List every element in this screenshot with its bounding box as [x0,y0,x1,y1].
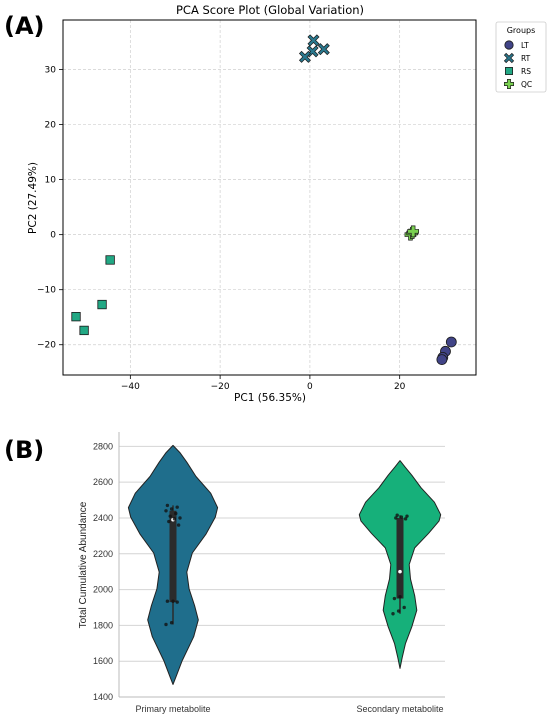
data-point [395,513,399,517]
chart-b-ylabel: Total Cumulative Abundance [78,501,89,628]
tick-label-y: −10 [37,286,56,296]
chart-a-title: PCA Score Plot (Global Variation) [176,3,364,17]
panel-label-b: (B) [4,436,44,464]
panel-label-a: (A) [4,12,45,40]
tick-label-y: 10 [45,176,57,186]
data-point [168,514,172,518]
data-point [391,612,395,616]
tick-label-y: −20 [37,341,56,351]
point-qc [407,225,420,238]
data-point [174,511,178,516]
tick-label-x: −20 [211,382,230,392]
data-point [399,515,404,519]
tick-label-y: 2400 [93,513,113,523]
point-rt [317,43,330,56]
legend-label-rt: RT [521,54,531,63]
data-point [171,599,175,603]
tick-label-y: 2800 [93,441,113,451]
legend-marker-qc [504,79,514,89]
legend-label-lt: LT [521,41,529,50]
chart-a-grid [63,20,476,375]
tick-label-y: 2200 [93,549,113,559]
tick-label-x: Primary metabolite [135,704,210,714]
violin-box [169,510,177,603]
data-point [164,622,168,627]
chart-b-ticks: 1400 1600 1800 2000 2200 2400 2600 2800 Primary … [93,441,444,714]
data-point [402,605,406,610]
legend-marker-lt [504,40,514,50]
data-point [403,517,408,521]
chart-a-ticks: −40 −20 0 20 −20 −10 0 10 20 30 [37,66,406,392]
point-rs [71,312,81,322]
point-rs [97,299,107,310]
chart-a-frame [62,19,477,376]
data-point [169,507,174,511]
tick-label-x: Secondary metabolite [356,704,443,714]
point-lt [436,354,448,365]
data-point [176,523,181,527]
data-point [398,595,402,599]
data-point [172,517,177,521]
data-point [165,599,170,603]
legend-marker-rs [505,67,513,75]
tick-label-y: 1800 [93,620,113,630]
violin-box [396,517,404,599]
chart-a-points [71,34,457,365]
point-rt [298,50,311,63]
legend-title: Groups [507,26,536,35]
data-point [165,503,170,508]
tick-label-y: 1600 [93,656,113,666]
tick-label-y: 20 [45,121,57,131]
chart-a-ylabel: PC2 (27.49%) [27,162,39,234]
data-point [164,509,168,513]
data-point [405,514,409,518]
data-point [396,609,401,613]
tick-label-x: 20 [394,382,406,392]
point-rt [307,34,320,47]
legend-marker-rt [503,52,515,64]
data-point [175,505,179,509]
data-point [169,620,174,625]
tick-label-y: 2000 [93,585,113,595]
tick-label-y: 30 [45,66,57,76]
data-point [178,516,182,520]
point-rs [79,325,89,336]
tick-label-y: 1400 [93,692,113,702]
data-point [394,516,398,520]
chart-a-legend: Groups LT RT RS QC [495,21,547,93]
tick-label-x: 0 [307,382,313,392]
tick-label-y: 2600 [93,477,113,487]
legend-label-qc: QC [521,80,532,89]
data-point [175,600,179,604]
data-point [392,596,397,601]
chart-b-violins [127,444,442,685]
data-point [167,519,171,524]
chart-a-xlabel: PC1 (56.35%) [234,392,306,404]
point-rs [105,255,115,265]
tick-label-y: 0 [50,231,56,241]
tick-label-x: −40 [121,382,140,392]
legend-label-rs: RS [521,67,531,76]
point-lt [445,336,457,348]
violin-median [398,569,402,574]
